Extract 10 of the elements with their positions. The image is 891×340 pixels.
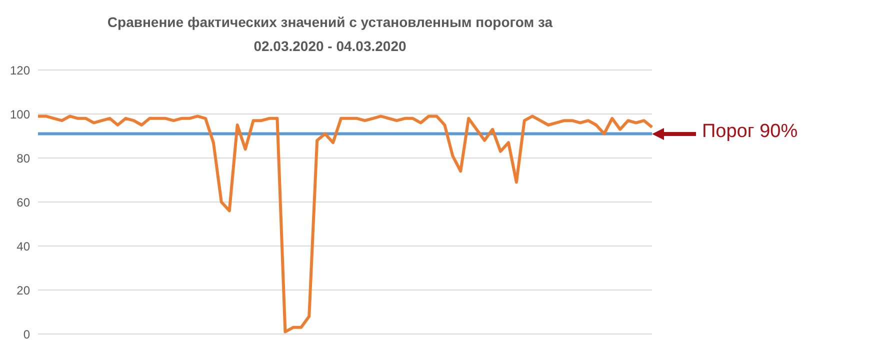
line-series — [36, 114, 654, 334]
y-tick-label: 0 — [23, 327, 30, 340]
ref-line-label: Порог 90% — [702, 120, 798, 144]
y-tick-label: 20 — [16, 283, 30, 298]
y-tick-label: 80 — [16, 151, 30, 166]
chart-title: Сравнение фактических значений с установленным порогом за 02.03.2020 - 04.03.2020 — [106, 13, 554, 56]
y-tick-label: 100 — [10, 107, 30, 122]
y-tick-label: 40 — [16, 239, 30, 254]
y-tick-label: 120 — [10, 63, 30, 78]
y-tick-label: 60 — [16, 195, 30, 210]
